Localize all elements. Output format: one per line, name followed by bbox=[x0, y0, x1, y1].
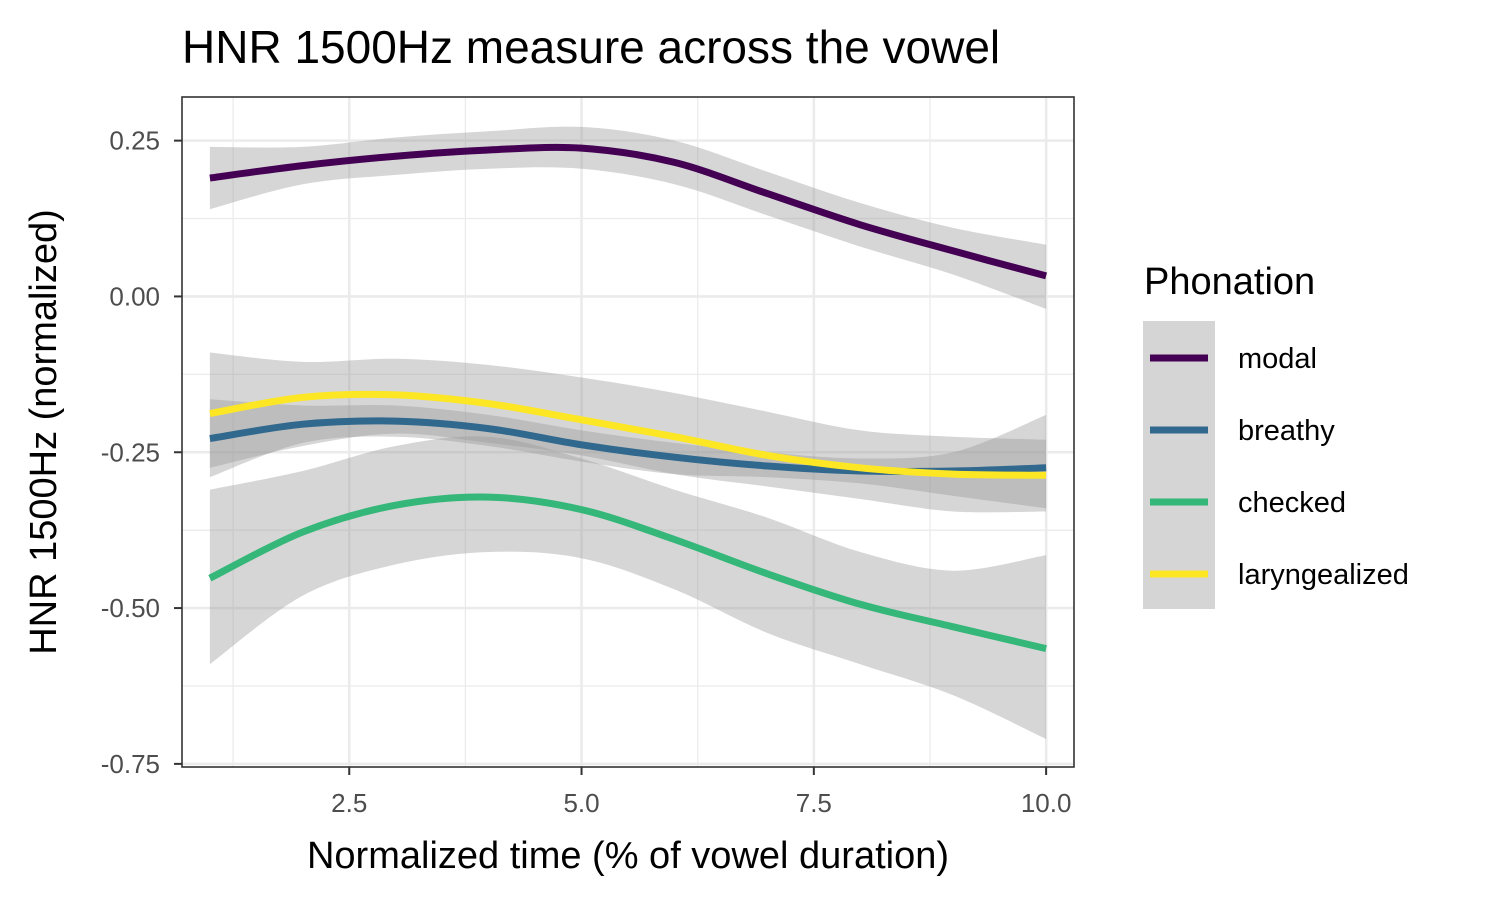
chart-title: HNR 1500Hz measure across the vowel bbox=[182, 21, 1000, 73]
series-line-checked bbox=[208, 493, 1047, 653]
legend: Phonation modal breathy checked laryngealiz… bbox=[1143, 261, 1409, 609]
x-axis: 2.5 5.0 7.5 10.0 bbox=[331, 767, 1071, 818]
series-lines bbox=[208, 143, 1048, 653]
ribbon-checked bbox=[209, 436, 1047, 739]
plot-panel bbox=[181, 96, 1075, 768]
y-axis-title: HNR 1500Hz (normalized) bbox=[23, 209, 65, 655]
series-line-modal bbox=[209, 143, 1048, 280]
y-tick-label: -0.75 bbox=[101, 749, 160, 779]
panel-border bbox=[181, 96, 1075, 768]
y-axis: 0.25 0.00 -0.25 -0.50 -0.75 bbox=[101, 126, 182, 779]
panel-background bbox=[182, 97, 1074, 767]
x-tick-label: 5.0 bbox=[563, 788, 599, 818]
ribbon-modal bbox=[209, 126, 1047, 309]
legend-title: Phonation bbox=[1144, 261, 1315, 303]
series-line-laryngealized bbox=[209, 390, 1047, 479]
x-axis-title: Normalized time (% of vowel duration) bbox=[307, 835, 949, 877]
y-tick-label: -0.25 bbox=[101, 437, 160, 467]
y-tick-label: -0.50 bbox=[101, 593, 160, 623]
legend-label-breathy: breathy bbox=[1238, 415, 1335, 447]
legend-key-background bbox=[1143, 321, 1215, 609]
legend-label-laryngealized: laryngealized bbox=[1238, 559, 1409, 591]
legend-label-checked: checked bbox=[1238, 487, 1346, 519]
y-tick-label: 0.00 bbox=[109, 281, 160, 311]
x-tick-label: 7.5 bbox=[796, 788, 832, 818]
x-tick-label: 2.5 bbox=[331, 788, 367, 818]
legend-label-modal: modal bbox=[1238, 343, 1317, 375]
minor-gridlines bbox=[182, 97, 1074, 767]
y-tick-label: 0.25 bbox=[109, 126, 160, 156]
x-tick-label: 10.0 bbox=[1021, 788, 1072, 818]
